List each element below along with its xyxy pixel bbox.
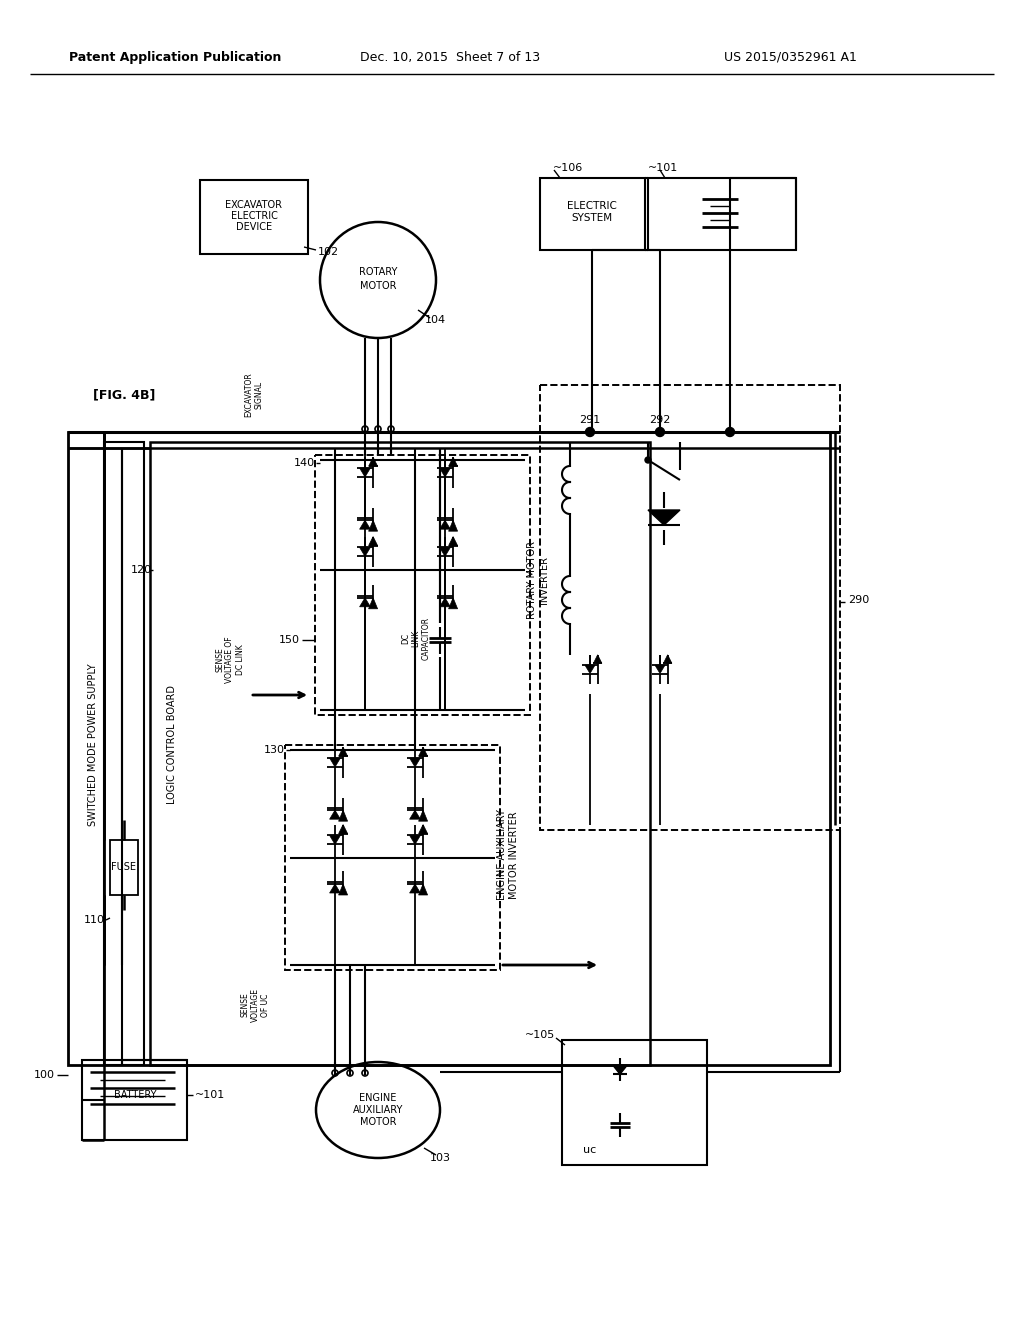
Bar	[315, 455, 530, 715]
Text: 102: 102	[318, 247, 339, 257]
Polygon shape	[359, 598, 371, 607]
Bar	[648, 178, 796, 249]
Text: 290: 290	[848, 595, 869, 605]
Polygon shape	[339, 825, 347, 834]
Text: ~101: ~101	[648, 162, 678, 173]
Polygon shape	[369, 537, 378, 545]
Text: 104: 104	[424, 315, 445, 325]
Polygon shape	[439, 520, 451, 529]
Polygon shape	[330, 836, 340, 845]
Text: 110: 110	[84, 915, 105, 925]
Polygon shape	[359, 548, 371, 557]
Text: ELECTRIC: ELECTRIC	[230, 211, 278, 220]
Text: BATTERY: BATTERY	[114, 1090, 157, 1100]
Text: ~105: ~105	[524, 1030, 555, 1040]
Text: ~101: ~101	[195, 1090, 225, 1100]
Text: ~106: ~106	[553, 162, 584, 173]
Bar	[540, 178, 645, 249]
Bar	[82, 1060, 187, 1140]
Text: ENGINE AUXILIARY
MOTOR INVERTER: ENGINE AUXILIARY MOTOR INVERTER	[498, 809, 519, 900]
Polygon shape	[449, 598, 458, 609]
Text: FUSE: FUSE	[112, 862, 136, 873]
Polygon shape	[330, 758, 340, 767]
Text: 150: 150	[279, 635, 300, 645]
Polygon shape	[339, 884, 347, 895]
Polygon shape	[449, 537, 458, 545]
Polygon shape	[410, 810, 421, 820]
Text: 130: 130	[264, 744, 285, 755]
Polygon shape	[359, 520, 371, 529]
Polygon shape	[419, 825, 428, 834]
Polygon shape	[330, 884, 340, 894]
Bar	[562, 1040, 707, 1166]
Polygon shape	[439, 548, 451, 557]
Polygon shape	[612, 1065, 627, 1074]
Circle shape	[725, 428, 734, 437]
Polygon shape	[419, 810, 428, 821]
Bar	[540, 385, 840, 830]
Bar	[150, 442, 650, 1065]
Polygon shape	[369, 457, 378, 466]
Polygon shape	[655, 665, 666, 673]
Circle shape	[655, 428, 665, 437]
Polygon shape	[419, 747, 428, 756]
Text: ELECTRIC
SYSTEM: ELECTRIC SYSTEM	[567, 201, 616, 223]
Text: 291: 291	[580, 414, 601, 425]
Text: AUXILIARY: AUXILIARY	[353, 1105, 403, 1115]
Text: 292: 292	[649, 414, 671, 425]
Bar	[110, 840, 138, 895]
Polygon shape	[449, 520, 458, 531]
Text: ENGINE: ENGINE	[359, 1093, 396, 1104]
Text: 100: 100	[34, 1071, 55, 1080]
Text: EXCAVATOR
SIGNAL: EXCAVATOR SIGNAL	[245, 372, 264, 417]
Text: EXCAVATOR: EXCAVATOR	[225, 201, 283, 210]
Bar	[200, 180, 308, 253]
Polygon shape	[449, 457, 458, 466]
Polygon shape	[369, 520, 378, 531]
Text: 140: 140	[294, 458, 315, 469]
Polygon shape	[585, 665, 595, 673]
Text: 120: 120	[131, 565, 152, 576]
Text: 103: 103	[429, 1152, 451, 1163]
Polygon shape	[339, 747, 347, 756]
Bar	[104, 442, 144, 1065]
Text: DEVICE: DEVICE	[236, 222, 272, 232]
Text: [FIG. 4B]: [FIG. 4B]	[93, 388, 156, 401]
Polygon shape	[593, 655, 602, 663]
Polygon shape	[439, 469, 451, 477]
Circle shape	[645, 457, 651, 463]
Text: Dec. 10, 2015  Sheet 7 of 13: Dec. 10, 2015 Sheet 7 of 13	[360, 50, 540, 63]
Text: uc: uc	[584, 1144, 597, 1155]
Text: MOTOR: MOTOR	[359, 281, 396, 290]
Bar	[285, 744, 500, 970]
Text: ROTARY: ROTARY	[358, 267, 397, 277]
Text: Patent Application Publication: Patent Application Publication	[69, 50, 282, 63]
Polygon shape	[339, 810, 347, 821]
Text: ROTARY MOTOR
INVERTER: ROTARY MOTOR INVERTER	[527, 541, 549, 619]
Text: SENSE
VOLTAGE
OF UC: SENSE VOLTAGE OF UC	[240, 987, 270, 1022]
Text: US 2015/0352961 A1: US 2015/0352961 A1	[724, 50, 856, 63]
Polygon shape	[664, 655, 672, 663]
Circle shape	[586, 428, 595, 437]
Text: MOTOR: MOTOR	[359, 1117, 396, 1127]
Text: LOGIC CONTROL BOARD: LOGIC CONTROL BOARD	[167, 685, 177, 804]
Polygon shape	[410, 758, 421, 767]
Text: SWITCHED MODE POWER SUPPLY: SWITCHED MODE POWER SUPPLY	[88, 664, 98, 826]
Polygon shape	[359, 469, 371, 477]
Bar	[68, 432, 830, 1065]
Polygon shape	[419, 884, 428, 895]
Polygon shape	[369, 598, 378, 609]
Text: DC
LINK
CAPACITOR: DC LINK CAPACITOR	[401, 616, 431, 660]
Text: SENSE
VOLTAGE OF
DC LINK: SENSE VOLTAGE OF DC LINK	[215, 636, 245, 684]
Polygon shape	[410, 836, 421, 845]
Polygon shape	[330, 810, 340, 820]
Polygon shape	[648, 510, 680, 525]
Polygon shape	[439, 598, 451, 607]
Polygon shape	[410, 884, 421, 894]
